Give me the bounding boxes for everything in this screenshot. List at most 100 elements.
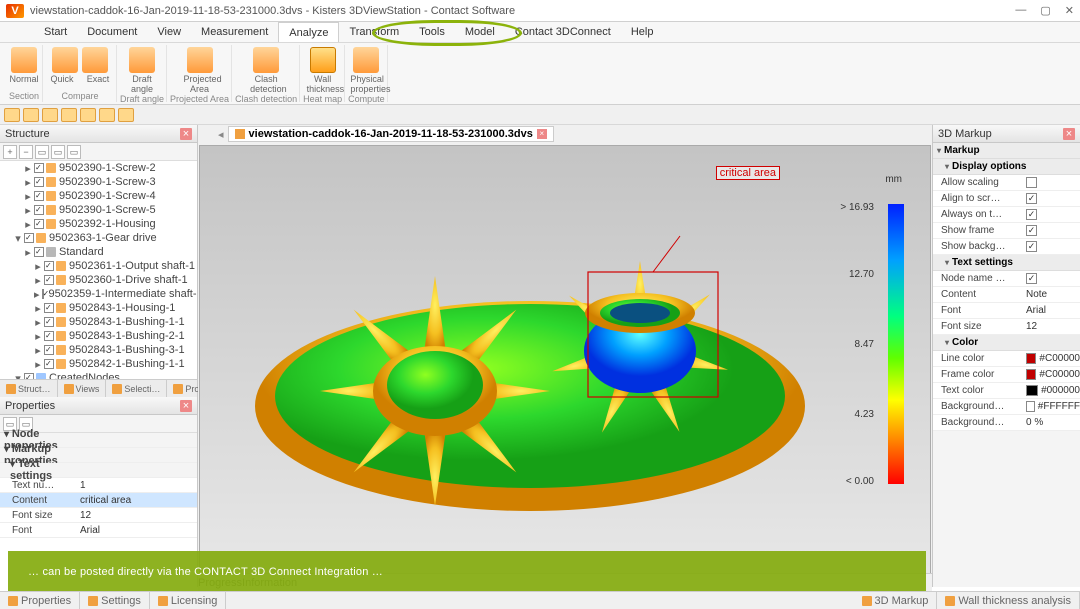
tree-node[interactable]: ▾9502363-1-Gear drive xyxy=(0,231,197,245)
ribbon-group-name: Heat map xyxy=(303,94,342,105)
bottom-tab[interactable]: Properties xyxy=(0,592,80,609)
property-row[interactable]: Contentcritical area xyxy=(0,493,197,508)
tree-button[interactable]: ▭ xyxy=(67,145,81,159)
property-row[interactable]: Font size12 xyxy=(0,508,197,523)
ribbon-physical-properties-button[interactable] xyxy=(353,47,379,73)
tree-node[interactable]: ▸9502843-1-Bushing-3-1 xyxy=(0,343,197,357)
property-row[interactable]: FontArial xyxy=(0,523,197,538)
ribbon-label: Clash detection xyxy=(250,74,282,94)
markup-row[interactable]: Text color#000000 xyxy=(933,383,1080,399)
ribbon-label: Draft angle xyxy=(126,74,158,94)
tree-node[interactable]: ▸9502843-1-Housing-1 xyxy=(0,301,197,315)
markup-row[interactable]: Align to scr…✓ xyxy=(933,191,1080,207)
qat-button[interactable] xyxy=(23,108,39,122)
ribbon-clash-detection-button[interactable] xyxy=(253,47,279,73)
ribbon-normal-button[interactable] xyxy=(11,47,37,73)
markup-header: 3D Markup × xyxy=(933,125,1080,143)
ribbon-draft-angle-button[interactable] xyxy=(129,47,155,73)
ribbon-label: Projected Area xyxy=(184,74,216,94)
tree-button[interactable]: ▭ xyxy=(35,145,49,159)
tree-node[interactable]: ▾CreatedNodes xyxy=(0,371,197,379)
ribbon-quick-button[interactable] xyxy=(52,47,78,73)
tree-node[interactable]: ▸9502392-1-Housing xyxy=(0,217,197,231)
minimize-icon[interactable]: — xyxy=(1015,4,1026,17)
overlay-banner: … can be posted directly via the CONTACT… xyxy=(8,551,926,593)
markup-row[interactable]: Allow scaling xyxy=(933,175,1080,191)
section-header[interactable]: Color xyxy=(933,335,1080,351)
tab-prev-icon[interactable]: ◂ xyxy=(218,128,224,141)
menu-analyze[interactable]: Analyze xyxy=(278,22,339,42)
tree-node[interactable]: ▸9502360-1-Drive shaft-1 xyxy=(0,273,197,287)
collapse-all-button[interactable]: − xyxy=(19,145,33,159)
tree-node[interactable]: ▸9502390-1-Screw-4 xyxy=(0,189,197,203)
section-header[interactable]: Display options xyxy=(933,159,1080,175)
markup-row[interactable]: Frame color#C00000 xyxy=(933,367,1080,383)
section-header[interactable]: Text settings xyxy=(933,255,1080,271)
menu-help[interactable]: Help xyxy=(621,22,664,42)
ribbon-group-name: Compare xyxy=(61,91,98,102)
section-header[interactable]: Markup xyxy=(933,143,1080,159)
app-logo: V xyxy=(6,4,24,18)
structure-title: Structure xyxy=(5,128,50,140)
window-title: viewstation-caddok-16-Jan-2019-11-18-53-… xyxy=(30,5,1015,17)
menu-tools[interactable]: Tools xyxy=(409,22,455,42)
markup-row[interactable]: Background…#FFFFFF xyxy=(933,399,1080,415)
markup-row[interactable]: Show frame✓ xyxy=(933,223,1080,239)
qat-button[interactable] xyxy=(61,108,77,122)
struct-tab[interactable]: Views xyxy=(58,380,107,397)
markup-row[interactable]: Node name …✓ xyxy=(933,271,1080,287)
qat-button[interactable] xyxy=(4,108,20,122)
close-tab-icon[interactable]: × xyxy=(537,129,547,139)
markup-row[interactable]: Line color#C00000 xyxy=(933,351,1080,367)
markup-row[interactable]: Show backg…✓ xyxy=(933,239,1080,255)
tree-node[interactable]: ▸9502843-1-Bushing-1-1 xyxy=(0,315,197,329)
close-panel-icon[interactable]: × xyxy=(1063,128,1075,140)
ribbon-wall-thickness-button[interactable] xyxy=(310,47,336,73)
tree-node[interactable]: ▸9502359-1-Intermediate shaft-1 xyxy=(0,287,197,301)
expand-all-button[interactable]: + xyxy=(3,145,17,159)
markup-row[interactable]: Font size12 xyxy=(933,319,1080,335)
property-row[interactable]: Text nu…1 xyxy=(0,478,197,493)
ribbon-exact-button[interactable] xyxy=(82,47,108,73)
maximize-icon[interactable]: ▢ xyxy=(1040,4,1050,17)
tree-node[interactable]: ▸Standard xyxy=(0,245,197,259)
qat-button[interactable] xyxy=(80,108,96,122)
menu-transform[interactable]: Transform xyxy=(339,22,409,42)
tree-node[interactable]: ▸9502390-1-Screw-5 xyxy=(0,203,197,217)
tree-node[interactable]: ▸9502390-1-Screw-3 xyxy=(0,175,197,189)
markup-row[interactable]: ContentNote xyxy=(933,287,1080,303)
tree-node[interactable]: ▸9502842-1-Bushing-1-1 xyxy=(0,357,197,371)
3d-canvas[interactable]: critical area mm > 16.93 12.70 8.47 4.23… xyxy=(199,145,931,585)
viewer-tab[interactable]: viewstation-caddok-16-Jan-2019-11-18-53-… xyxy=(228,126,554,142)
ribbon-projected-area-button[interactable] xyxy=(187,47,213,73)
struct-tab[interactable]: Selecti… xyxy=(106,380,167,397)
close-panel-icon[interactable]: × xyxy=(180,128,192,140)
structure-header: Structure × xyxy=(0,125,197,143)
menu-measurement[interactable]: Measurement xyxy=(191,22,278,42)
qat-button[interactable] xyxy=(42,108,58,122)
menu-contact-3dconnect[interactable]: Contact 3DConnect xyxy=(505,22,621,42)
struct-tab[interactable]: Struct… xyxy=(0,380,58,397)
qat-button[interactable] xyxy=(99,108,115,122)
tree-node[interactable]: ▸9502843-1-Bushing-2-1 xyxy=(0,329,197,343)
tree-node[interactable]: ▸9502390-1-Screw-2 xyxy=(0,161,197,175)
qat-button[interactable] xyxy=(118,108,134,122)
legend-unit: mm xyxy=(858,174,906,185)
tree-node[interactable]: ▸9502361-1-Output shaft-1 xyxy=(0,259,197,273)
menu-document[interactable]: Document xyxy=(77,22,147,42)
tree-button[interactable]: ▭ xyxy=(51,145,65,159)
menu-start[interactable]: Start xyxy=(34,22,77,42)
right-bottom-tab[interactable]: Wall thickness analysis xyxy=(937,592,1080,609)
markup-row[interactable]: Background…0 % xyxy=(933,415,1080,431)
bottom-tab[interactable]: Licensing xyxy=(150,592,226,609)
bottom-tab[interactable]: Settings xyxy=(80,592,150,609)
ribbon-label: Exact xyxy=(82,74,114,84)
close-icon[interactable]: ✕ xyxy=(1065,4,1074,17)
markup-row[interactable]: Always on t…✓ xyxy=(933,207,1080,223)
close-panel-icon[interactable]: × xyxy=(180,400,192,412)
menu-view[interactable]: View xyxy=(147,22,191,42)
ribbon-group-name: Clash detection xyxy=(235,94,297,105)
menu-model[interactable]: Model xyxy=(455,22,505,42)
markup-row[interactable]: FontArial xyxy=(933,303,1080,319)
right-bottom-tab[interactable]: 3D Markup xyxy=(854,592,938,609)
